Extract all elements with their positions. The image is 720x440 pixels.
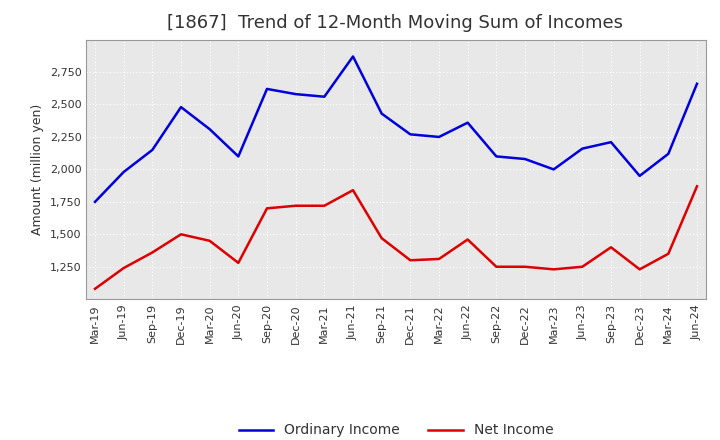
Ordinary Income <box>521 156 529 161</box>
Net Income <box>607 245 616 250</box>
Text: [1867]  Trend of 12-Month Moving Sum of Incomes: [1867] Trend of 12-Month Moving Sum of I… <box>167 15 623 33</box>
Net Income <box>292 203 300 209</box>
Ordinary Income <box>664 151 672 157</box>
Ordinary Income <box>549 167 558 172</box>
Ordinary Income <box>176 104 185 110</box>
Ordinary Income <box>91 199 99 205</box>
Ordinary Income <box>464 120 472 125</box>
Ordinary Income <box>120 169 128 175</box>
Net Income <box>234 260 243 265</box>
Net Income <box>148 250 157 255</box>
Net Income <box>205 238 214 243</box>
Net Income <box>693 183 701 189</box>
Net Income <box>91 286 99 291</box>
Ordinary Income <box>263 86 271 92</box>
Ordinary Income <box>406 132 415 137</box>
Line: Net Income: Net Income <box>95 186 697 289</box>
Ordinary Income <box>205 127 214 132</box>
Net Income <box>578 264 587 269</box>
Net Income <box>664 251 672 257</box>
Net Income <box>263 205 271 211</box>
Net Income <box>320 203 328 209</box>
Net Income <box>406 258 415 263</box>
Ordinary Income <box>148 147 157 153</box>
Y-axis label: Amount (million yen): Amount (million yen) <box>31 104 44 235</box>
Net Income <box>521 264 529 269</box>
Ordinary Income <box>435 134 444 139</box>
Ordinary Income <box>607 139 616 145</box>
Ordinary Income <box>292 92 300 97</box>
Net Income <box>635 267 644 272</box>
Ordinary Income <box>377 111 386 116</box>
Net Income <box>492 264 500 269</box>
Net Income <box>348 187 357 193</box>
Ordinary Income <box>492 154 500 159</box>
Net Income <box>549 267 558 272</box>
Net Income <box>120 265 128 271</box>
Ordinary Income <box>234 154 243 159</box>
Ordinary Income <box>320 94 328 99</box>
Line: Ordinary Income: Ordinary Income <box>95 56 697 202</box>
Net Income <box>464 237 472 242</box>
Net Income <box>435 257 444 262</box>
Net Income <box>377 235 386 241</box>
Ordinary Income <box>578 146 587 151</box>
Ordinary Income <box>693 81 701 86</box>
Ordinary Income <box>635 173 644 179</box>
Net Income <box>176 231 185 237</box>
Ordinary Income <box>348 54 357 59</box>
Legend: Ordinary Income, Net Income: Ordinary Income, Net Income <box>233 418 559 440</box>
